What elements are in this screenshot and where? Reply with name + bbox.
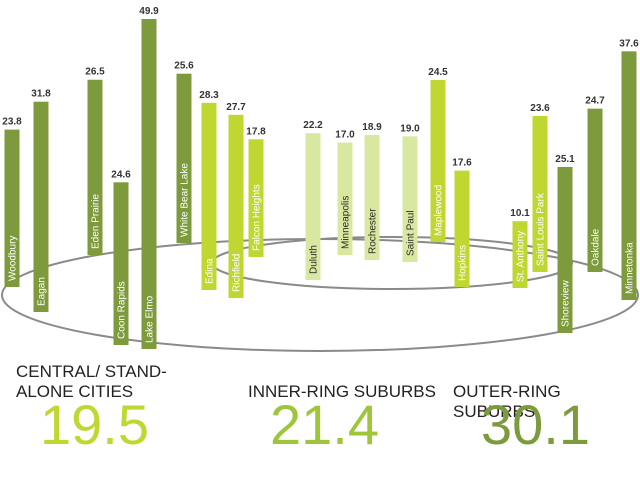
bar-label-woodbury: Woodbury	[8, 236, 19, 281]
bar-label-st-anthony: St. Anthony	[516, 231, 527, 282]
value-label-saint-louis-park: 23.6	[530, 103, 550, 114]
group-average-central: 19.5	[40, 393, 149, 456]
bar-label-richfield: Richfield	[232, 254, 243, 292]
value-label-oakdale: 24.7	[585, 96, 605, 107]
bar-lake-elmo	[141, 19, 157, 349]
value-label-lake-elmo: 49.9	[139, 6, 159, 17]
bar-label-eagan: Eagan	[37, 277, 48, 306]
bar-edina	[201, 102, 217, 290]
value-label-eagan: 31.8	[31, 89, 51, 100]
bar-saint-paul	[402, 136, 418, 262]
bar-eagan	[33, 101, 49, 312]
bar-richfield	[228, 114, 244, 298]
value-label-maplewood: 24.5	[428, 67, 448, 78]
bar-hopkins	[454, 170, 470, 287]
value-label-duluth: 22.2	[303, 120, 323, 131]
value-label-richfield: 27.7	[226, 102, 246, 113]
bar-label-coon-rapids: Coon Rapids	[117, 281, 128, 339]
value-label-shoreview: 25.1	[555, 154, 575, 165]
bar-maplewood	[430, 79, 446, 242]
bar-label-saint-louis-park: Saint Louis Park	[536, 192, 547, 266]
bar-coon-rapids	[113, 182, 129, 345]
bar-label-rochester: Rochester	[368, 208, 379, 254]
bar-label-minnetonka: Minnetonka	[625, 242, 636, 294]
bar-label-white-bear-lake: White Bear Lake	[180, 163, 191, 237]
bar-label-oakdale: Oakdale	[591, 228, 602, 266]
bar-st-anthony	[512, 221, 528, 288]
group-label-outer: OUTER-RING SUBURBS	[453, 382, 561, 421]
bar-minneapolis	[337, 142, 353, 255]
value-label-minneapolis: 17.0	[335, 130, 355, 141]
bar-saint-louis-park	[532, 115, 548, 272]
group-label-central: CENTRAL/ STAND-ALONE CITIES	[16, 362, 167, 401]
value-label-falcon-heights: 17.8	[246, 126, 266, 137]
bar-shoreview	[557, 167, 573, 333]
value-label-coon-rapids: 24.6	[111, 169, 131, 180]
bar-eden-prairie	[87, 79, 103, 255]
value-label-rochester: 18.9	[362, 122, 382, 133]
bar-rochester	[364, 135, 380, 260]
bar-duluth	[305, 133, 321, 280]
value-label-white-bear-lake: 25.6	[174, 61, 194, 72]
bar-label-minneapolis: Minneapolis	[341, 196, 352, 249]
bar-label-falcon-heights: Falcon Heights	[252, 184, 263, 251]
bar-white-bear-lake	[176, 73, 192, 243]
bar-label-hopkins: Hopkins	[458, 245, 469, 281]
bar-minnetonka	[621, 51, 637, 301]
value-label-st-anthony: 10.1	[510, 208, 530, 219]
value-label-woodbury: 23.8	[2, 117, 22, 128]
bar-label-saint-paul: Saint Paul	[406, 210, 417, 256]
value-label-saint-paul: 19.0	[400, 123, 420, 134]
bar-label-eden-prairie: Eden Prairie	[91, 194, 102, 249]
bars: 22.2 Duluth 17.0 Minneapolis 18.9 Rochester 19…	[2, 6, 639, 349]
bar-label-shoreview: Shoreview	[561, 280, 572, 327]
group-label-inner: INNER-RING SUBURBS	[248, 382, 436, 401]
bar-oakdale	[587, 108, 603, 272]
value-label-edina: 28.3	[199, 90, 219, 101]
bar-falcon-heights	[248, 139, 264, 257]
value-label-minnetonka: 37.6	[619, 38, 639, 49]
value-label-eden-prairie: 26.5	[85, 67, 105, 78]
group-average-inner: 21.4	[270, 393, 379, 456]
group-average-outer: 30.1	[481, 393, 590, 456]
bar-label-maplewood: Maplewood	[434, 185, 445, 236]
bar-label-edina: Edina	[205, 258, 216, 284]
bar-woodbury	[4, 129, 20, 287]
value-label-hopkins: 17.6	[452, 158, 472, 169]
bar-label-duluth: Duluth	[309, 245, 320, 274]
bar-label-lake-elmo: Lake Elmo	[145, 295, 156, 343]
